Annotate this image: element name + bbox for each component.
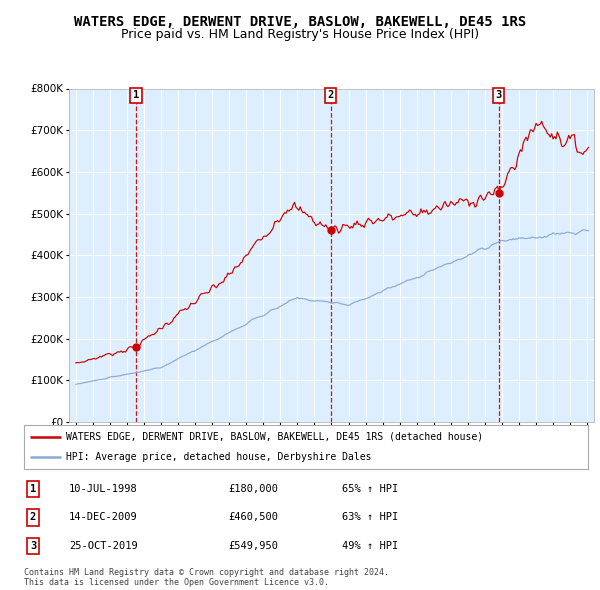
Text: Price paid vs. HM Land Registry's House Price Index (HPI): Price paid vs. HM Land Registry's House … bbox=[121, 28, 479, 41]
Text: £180,000: £180,000 bbox=[228, 484, 278, 494]
Text: 25-OCT-2019: 25-OCT-2019 bbox=[69, 541, 138, 550]
Text: WATERS EDGE, DERWENT DRIVE, BASLOW, BAKEWELL, DE45 1RS: WATERS EDGE, DERWENT DRIVE, BASLOW, BAKE… bbox=[74, 15, 526, 29]
Text: HPI: Average price, detached house, Derbyshire Dales: HPI: Average price, detached house, Derb… bbox=[66, 452, 372, 462]
Text: 3: 3 bbox=[496, 90, 502, 100]
Text: WATERS EDGE, DERWENT DRIVE, BASLOW, BAKEWELL, DE45 1RS (detached house): WATERS EDGE, DERWENT DRIVE, BASLOW, BAKE… bbox=[66, 432, 484, 442]
Text: 10-JUL-1998: 10-JUL-1998 bbox=[69, 484, 138, 494]
Text: 1: 1 bbox=[133, 90, 139, 100]
Text: 65% ↑ HPI: 65% ↑ HPI bbox=[342, 484, 398, 494]
Text: Contains HM Land Registry data © Crown copyright and database right 2024.
This d: Contains HM Land Registry data © Crown c… bbox=[24, 568, 389, 587]
Text: 14-DEC-2009: 14-DEC-2009 bbox=[69, 513, 138, 522]
Text: 1: 1 bbox=[30, 484, 36, 494]
Text: 3: 3 bbox=[30, 541, 36, 550]
Text: 49% ↑ HPI: 49% ↑ HPI bbox=[342, 541, 398, 550]
Text: 2: 2 bbox=[30, 513, 36, 522]
Text: £549,950: £549,950 bbox=[228, 541, 278, 550]
Text: 63% ↑ HPI: 63% ↑ HPI bbox=[342, 513, 398, 522]
Text: 2: 2 bbox=[328, 90, 334, 100]
Text: £460,500: £460,500 bbox=[228, 513, 278, 522]
